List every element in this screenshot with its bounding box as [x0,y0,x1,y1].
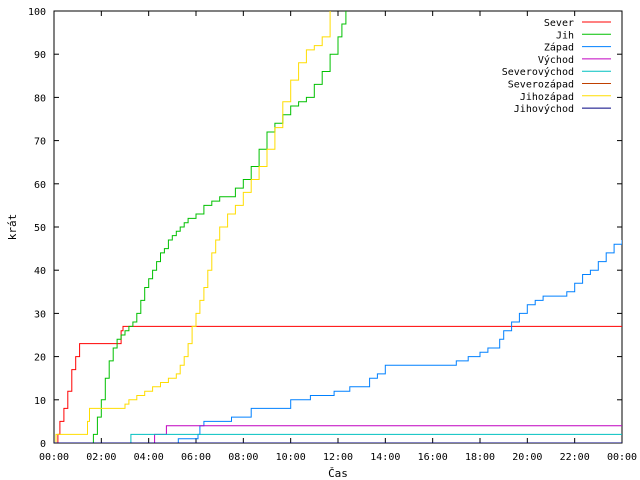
y-tick-label: 70 [34,137,46,148]
legend-label: Jih [556,30,574,41]
y-tick-label: 20 [34,353,46,364]
x-tick-label: 06:00 [181,452,211,463]
y-tick-label: 100 [28,7,46,18]
y-tick-label: 90 [34,50,46,61]
legend-label: Severovýchod [502,66,574,78]
y-tick-label: 30 [34,309,46,320]
y-tick-label: 40 [34,266,46,277]
series-line [54,240,622,443]
y-tick-label: 80 [34,93,46,104]
series-lines [54,11,622,443]
x-tick-label: 08:00 [228,452,258,463]
legend-label: Jihovýchod [514,103,574,115]
axis-ticks [53,10,623,444]
legend-label: Jihozápad [520,91,574,103]
x-tick-label: 22:00 [560,452,590,463]
y-tick-label: 0 [40,439,46,450]
series-line [54,11,331,443]
x-tick-label: 12:00 [323,452,353,463]
x-tick-label: 18:00 [465,452,495,463]
y-tick-label: 10 [34,396,46,407]
legend-label: Východ [538,54,574,66]
y-tick-label: 60 [34,180,46,191]
legend: SeverJihZápadVýchodSeverovýchodSeverozáp… [502,18,611,115]
legend-label: Sever [544,18,574,29]
series-line [54,11,347,443]
x-tick-label: 02:00 [86,452,116,463]
series-line [54,433,622,443]
x-tick-label: 04:00 [134,452,164,463]
x-tick-label: 14:00 [370,452,400,463]
legend-label: Západ [544,42,574,54]
x-tick-label: 00:00 [607,452,637,463]
x-tick-label: 16:00 [418,452,448,463]
y-axis-title: krát [6,214,19,241]
y-tick-label: 50 [34,223,46,234]
x-tick-label: 10:00 [276,452,306,463]
x-tick-label: 20:00 [512,452,542,463]
x-tick-label: 00:00 [39,452,69,463]
legend-label: Severozápad [508,79,574,91]
x-axis-title: Čas [328,467,348,480]
axis-tick-labels: 0 10 20 30 40 50 60 70 80 90 100 00:00 02:00 04:00 06:… [28,7,637,463]
